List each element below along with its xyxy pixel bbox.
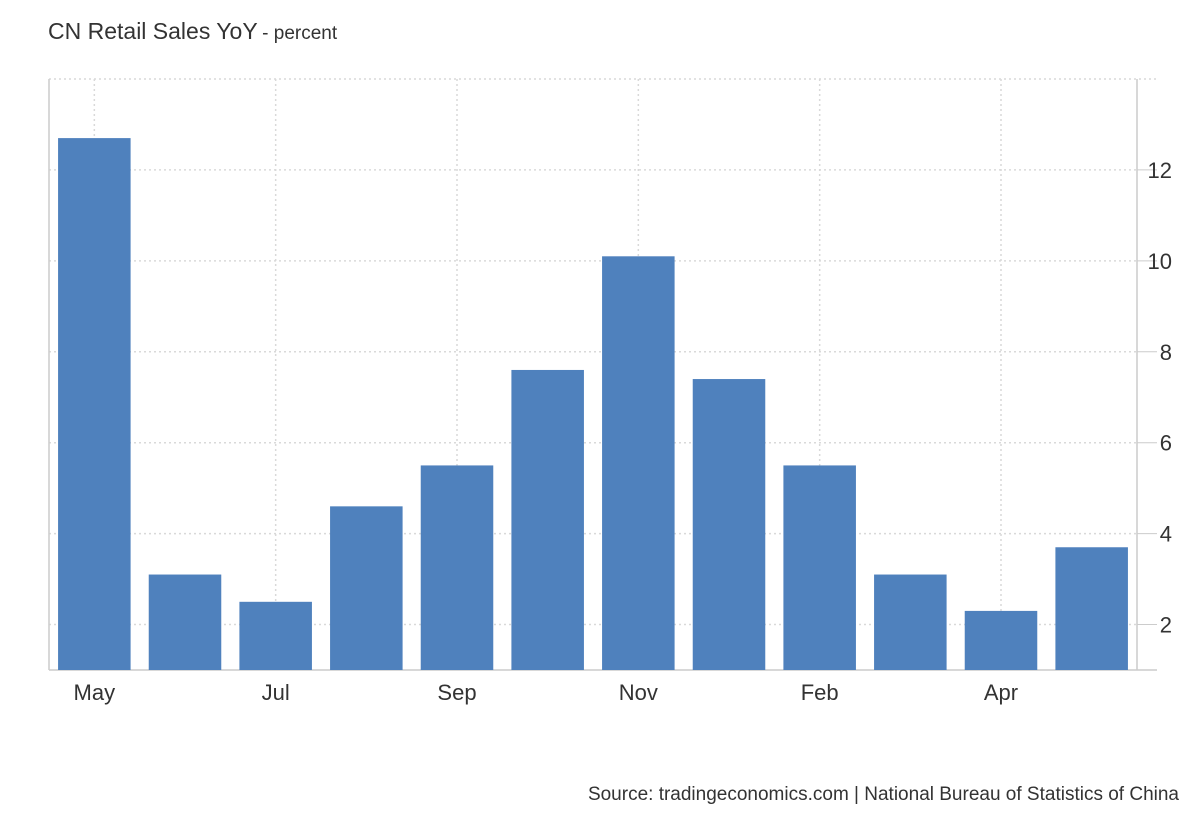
chart-title: CN Retail Sales YoY: [48, 18, 258, 44]
x-tick-label: Jul: [262, 680, 290, 705]
chart-subtitle: - percent: [262, 23, 338, 44]
y-tick-label: 2: [1160, 613, 1172, 638]
bar-nov-6: [602, 256, 675, 670]
x-tick-label: Nov: [619, 680, 658, 705]
bar-may-0: [58, 138, 131, 671]
bar-sep-4: [420, 465, 494, 670]
y-tick-label: 10: [1148, 249, 1172, 274]
bar-feb-8: [783, 465, 856, 670]
x-tick-label: Apr: [984, 680, 1018, 705]
bar-aug-3: [330, 506, 403, 670]
bar-jul-2: [239, 601, 312, 670]
y-tick-label: 8: [1160, 340, 1172, 365]
bar-dec-7: [692, 379, 766, 670]
x-tick-label: Sep: [437, 680, 476, 705]
bar-mar-9: [874, 574, 947, 670]
bar-apr-10: [964, 610, 1038, 670]
y-tick-label: 12: [1148, 158, 1172, 183]
x-tick-label: Feb: [801, 680, 839, 705]
source-credit: Source: tradingeconomics.com | National …: [587, 784, 1179, 805]
bar-may-11: [1055, 547, 1128, 670]
bar-jun-1: [148, 574, 222, 670]
bar-oct-5: [511, 369, 584, 670]
y-tick-label: 6: [1160, 431, 1172, 456]
y-tick-label: 4: [1160, 522, 1172, 547]
chart-title-row: CN Retail Sales YoY - percent: [48, 18, 337, 45]
bar-chart: 2 4 6 8 10 12 May Jul Sep Nov Feb Apr: [48, 78, 1172, 705]
x-tick-label: May: [74, 680, 116, 705]
